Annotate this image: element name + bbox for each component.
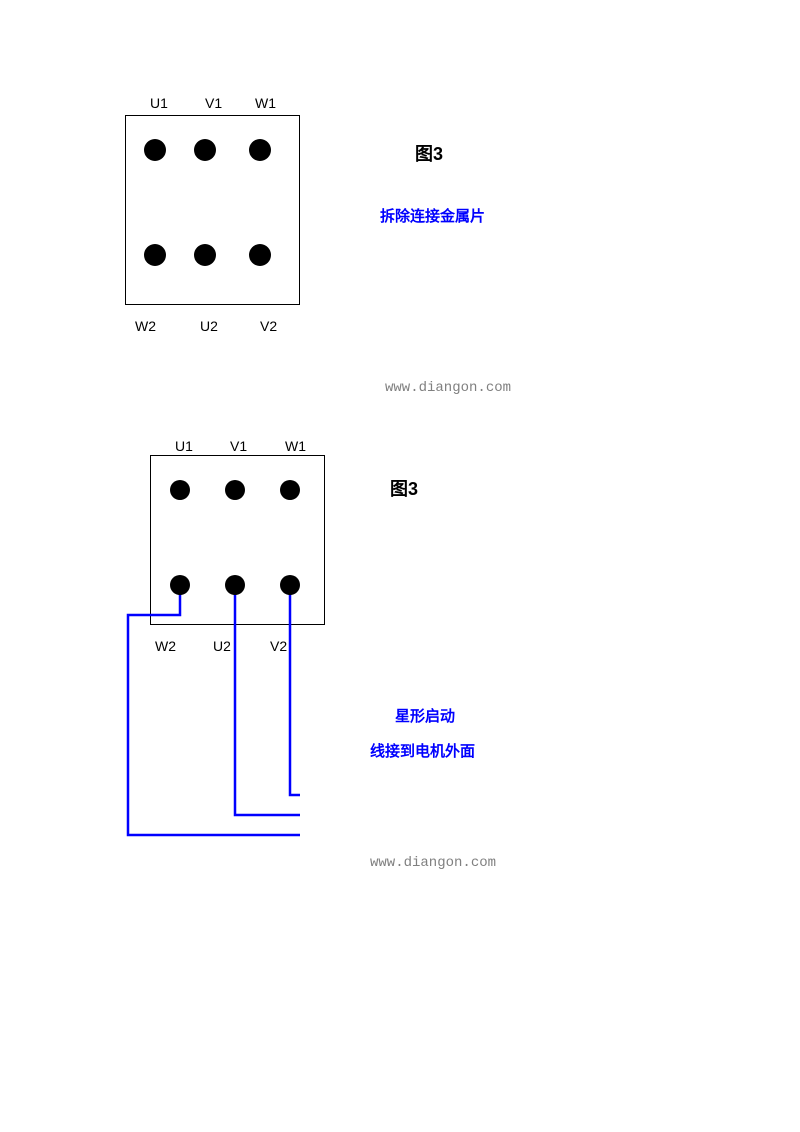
label-w2-bot-2: W2 bbox=[155, 638, 176, 654]
caption-2b: 线接到电机外面 bbox=[370, 740, 475, 761]
figure-title-2: 图3 bbox=[390, 475, 418, 501]
terminal-dot bbox=[170, 575, 190, 595]
wire-connections bbox=[0, 0, 800, 1132]
watermark-2: www.diangon.com bbox=[370, 855, 496, 871]
label-v2-bot-2: V2 bbox=[270, 638, 287, 654]
label-u2-bot-2: U2 bbox=[213, 638, 231, 654]
caption-2a: 星形启动 bbox=[395, 705, 455, 726]
terminal-dot bbox=[225, 575, 245, 595]
terminal-dot bbox=[280, 575, 300, 595]
